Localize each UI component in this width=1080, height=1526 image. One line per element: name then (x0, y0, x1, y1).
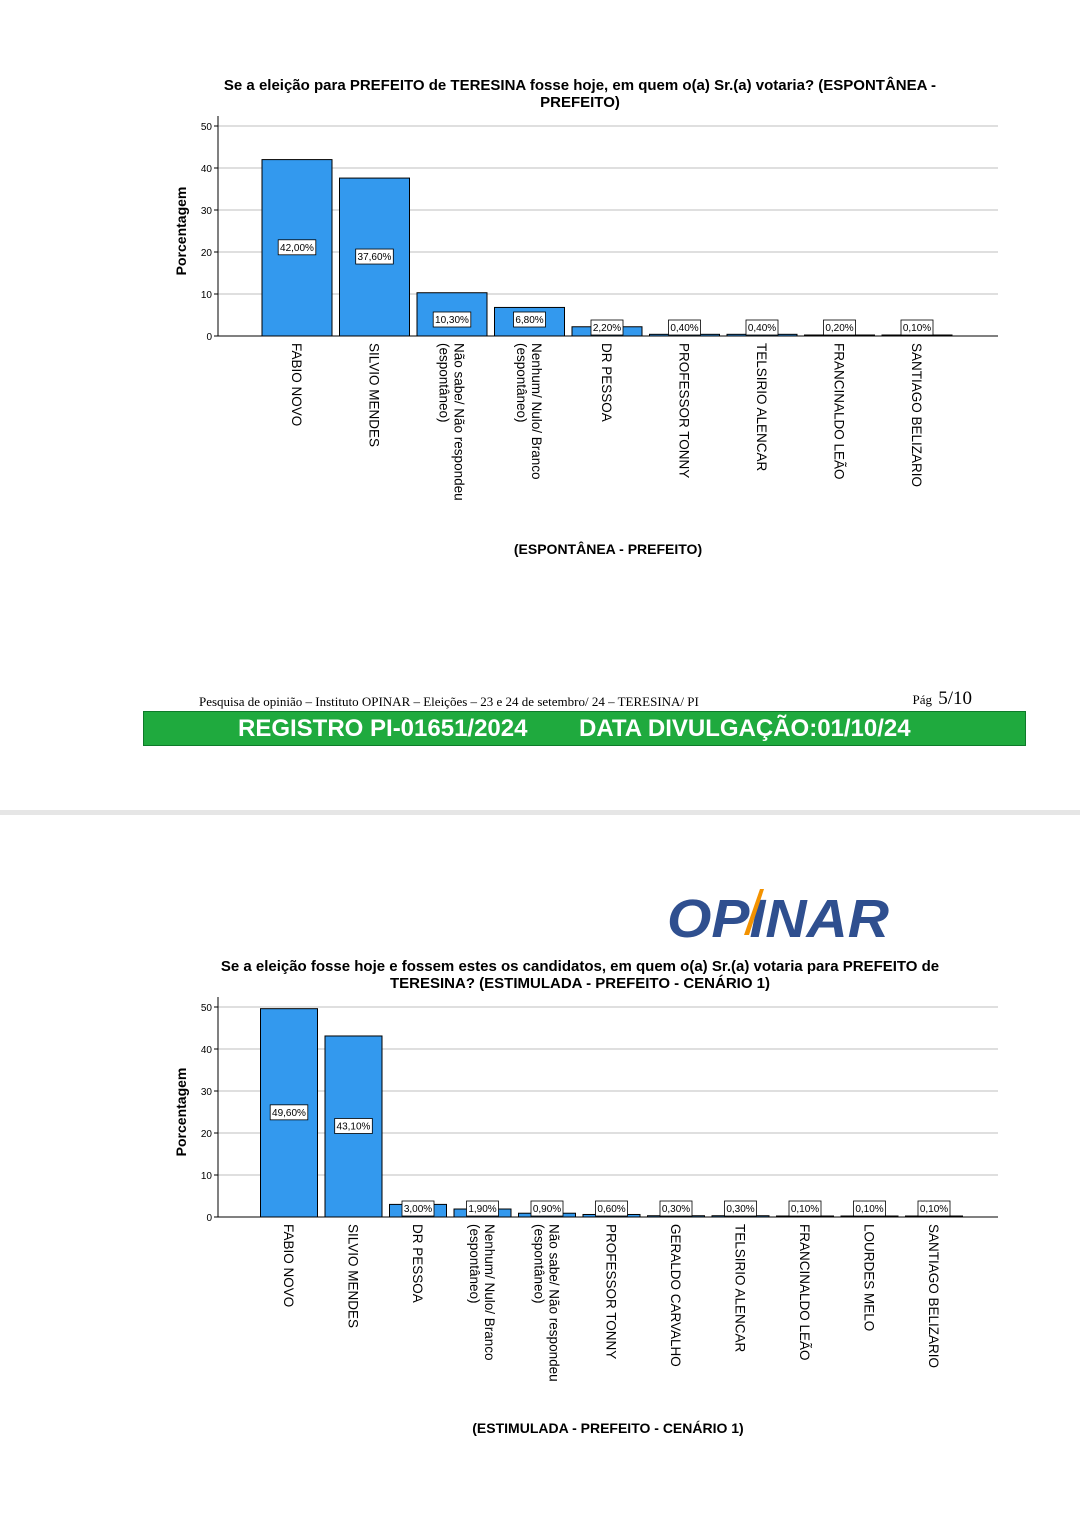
registration-number: REGISTRO PI-01651/2024 (238, 715, 528, 742)
data-label: 2,20% (593, 323, 621, 334)
category-label: FRANCINALDO LEÃO (797, 1224, 812, 1361)
data-label: 0,20% (825, 323, 853, 334)
category-label: Não sabe/ Não respondeu (452, 343, 467, 501)
category-label: SANTIAGO BELIZARIO (926, 1224, 941, 1368)
y-axis-label: Porcentagem (173, 187, 189, 276)
data-label-box (724, 1200, 757, 1217)
y-tick-label: 40 (201, 164, 213, 175)
footer-source: Pesquisa de opinião – Instituto OPINAR –… (199, 694, 699, 709)
category-label: FABIO NOVO (281, 1224, 296, 1307)
category-label: Nenhum/ Nulo/ Branco (482, 1224, 497, 1361)
category-label: DR PESSOA (410, 1224, 425, 1303)
category-label: FABIO NOVO (289, 343, 304, 426)
data-label-box (917, 1200, 951, 1217)
data-label-box (823, 319, 856, 336)
data-label: 42,00% (280, 243, 314, 254)
page-prefix: Pág (912, 692, 932, 707)
data-label: 37,60% (358, 252, 392, 263)
x-axis-label: (ESTIMULADA - PREFEITO - CENÁRIO 1) (472, 1420, 743, 1436)
category-label: (espontâneo) (514, 343, 529, 423)
data-label: 0,30% (662, 1204, 690, 1215)
y-tick-label: 50 (201, 122, 213, 133)
data-label: 0,40% (748, 323, 776, 334)
category-label: SILVIO MENDES (367, 343, 382, 447)
data-label-box (355, 248, 394, 265)
category-label: (espontâneo) (532, 1224, 547, 1304)
data-label: 0,10% (903, 323, 931, 334)
data-label-box (853, 1200, 886, 1217)
y-tick-label: 10 (201, 1171, 213, 1182)
data-label: 0,90% (533, 1204, 561, 1215)
data-label-box (401, 1200, 435, 1217)
y-tick-label: 50 (201, 1003, 213, 1014)
data-label: 0,10% (920, 1204, 948, 1215)
y-tick-label: 10 (201, 290, 213, 301)
chart-title-line: Se a eleição para PREFEITO de TERESINA f… (224, 76, 936, 94)
page-separator (0, 810, 1080, 815)
category-label: (espontâneo) (467, 1224, 482, 1304)
data-label-box (334, 1118, 373, 1134)
category-label: (espontâneo) (437, 343, 452, 423)
x-axis-label: (ESPONTÂNEA - PREFEITO) (514, 540, 702, 557)
data-label: 0,10% (791, 1204, 819, 1215)
y-tick-label: 20 (201, 1129, 213, 1140)
category-label: TELSIRIO ALENCAR (733, 1224, 748, 1353)
opinar-logo: OPINAR (667, 889, 889, 945)
y-tick-label: 20 (201, 248, 213, 259)
data-label-box (590, 319, 624, 336)
category-label: SILVIO MENDES (346, 1224, 361, 1328)
y-tick-label: 30 (201, 206, 213, 217)
category-label: LOURDES MELO (862, 1224, 877, 1331)
category-label: SANTIAGO BELIZARIO (909, 343, 924, 487)
data-label: 0,60% (597, 1204, 625, 1215)
category-label: DR PESSOA (599, 343, 614, 422)
data-label: 10,30% (435, 315, 469, 326)
data-label-box (659, 1200, 693, 1217)
category-label: Nenhum/ Nulo/ Branco (529, 343, 544, 480)
y-tick-label: 0 (206, 332, 212, 343)
chart-title-line: Se a eleição fosse hoje e fossem estes o… (221, 958, 939, 975)
category-label: Não sabe/ Não respondeu (547, 1224, 562, 1382)
data-label: 49,60% (272, 1108, 306, 1119)
data-label-box (513, 311, 546, 328)
chart-estimulada: Se a eleição fosse hoje e fossem estes o… (173, 958, 998, 1436)
page-footer: Pesquisa de opinião – Instituto OPINAR –… (199, 688, 972, 710)
data-label-box (900, 319, 934, 336)
y-tick-label: 0 (206, 1213, 212, 1224)
data-label: 0,30% (726, 1204, 754, 1215)
data-label-box (668, 319, 701, 336)
data-label-box (595, 1200, 628, 1217)
data-label-box (466, 1200, 499, 1217)
category-label: FRANCINALDO LEÃO (832, 343, 847, 480)
chart-espontanea: Se a eleição para PREFEITO de TERESINA f… (173, 76, 998, 557)
data-label: 6,80% (515, 315, 543, 326)
category-label: PROFESSOR TONNY (677, 343, 692, 478)
category-label: TELSIRIO ALENCAR (754, 343, 769, 472)
data-label-box (277, 239, 317, 256)
y-tick-label: 30 (201, 1087, 213, 1098)
page-number: 5/10 (938, 688, 972, 709)
data-label-box (269, 1104, 309, 1121)
data-label-box (745, 319, 779, 336)
release-date: DATA DIVULGAÇÃO:01/10/24 (579, 715, 911, 742)
data-label: 1,90% (468, 1204, 496, 1215)
logo-text: OPINAR (667, 889, 889, 945)
registration-banner: REGISTRO PI-01651/2024 DATA DIVULGAÇÃO:0… (143, 711, 1026, 746)
data-label-box (530, 1200, 564, 1217)
category-label: GERALDO CARVALHO (668, 1224, 683, 1367)
category-label: PROFESSOR TONNY (604, 1224, 619, 1359)
chart-title-line: TERESINA? (ESTIMULADA - PREFEITO - CENÁR… (390, 975, 770, 992)
data-label: 0,40% (670, 323, 698, 334)
chart-title-line: PREFEITO) (540, 94, 620, 111)
data-label: 3,00% (404, 1204, 432, 1215)
data-label: 0,10% (855, 1204, 883, 1215)
logo-accent-mark (744, 889, 764, 935)
data-label: 43,10% (337, 1121, 371, 1132)
footer-page-number: Pág 5/10 (912, 688, 972, 710)
y-tick-label: 40 (201, 1045, 213, 1056)
y-axis-label: Porcentagem (173, 1068, 189, 1157)
data-label-box (432, 311, 472, 328)
data-label-box (788, 1200, 822, 1217)
